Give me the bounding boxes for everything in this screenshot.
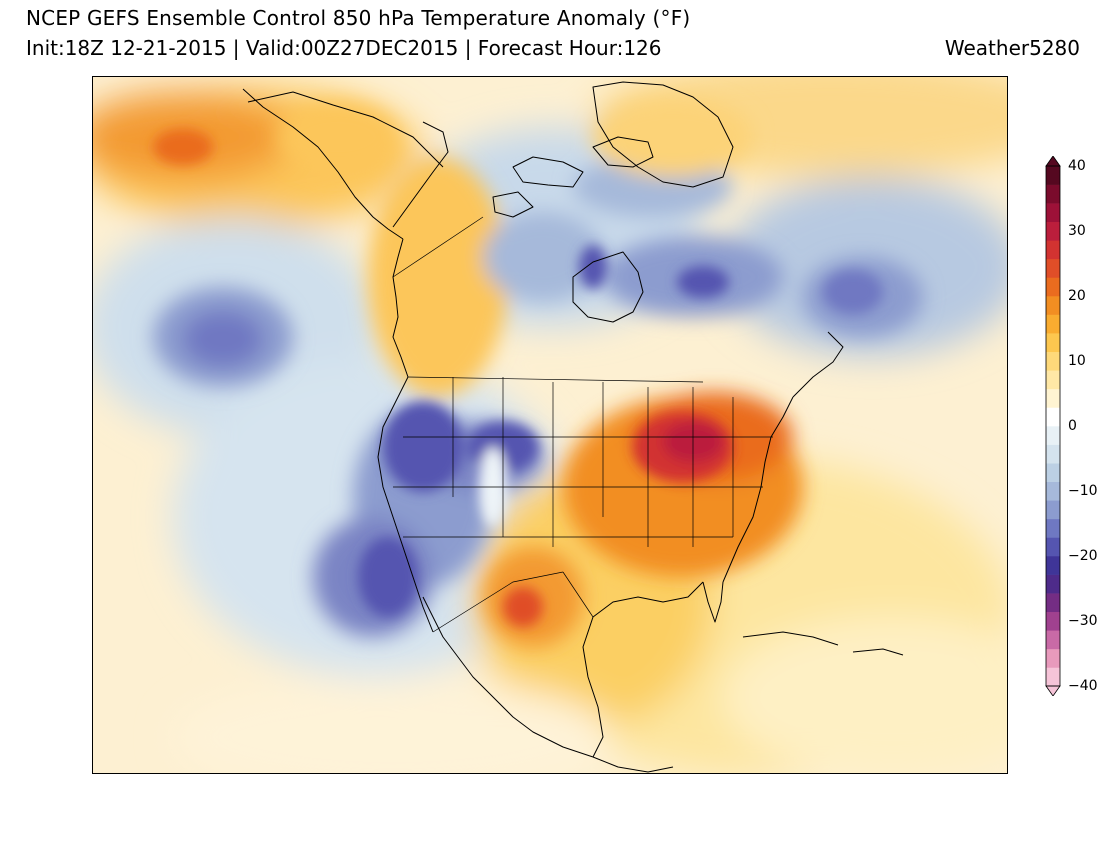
colorbar-swatch	[1046, 574, 1060, 594]
colorbar-swatch	[1046, 166, 1060, 185]
colorbar-tick-label: 40	[1068, 158, 1086, 174]
colorbar-swatch	[1046, 463, 1060, 483]
colorbar-swatch	[1046, 648, 1060, 668]
colorbar-swatch	[1046, 481, 1060, 501]
colorbar-swatch	[1046, 351, 1060, 371]
colorbar-swatch	[1046, 611, 1060, 631]
colorbar-swatch	[1046, 556, 1060, 575]
colorbar-swatch	[1046, 296, 1060, 315]
colorbar-swatch	[1046, 221, 1060, 241]
colorbar-swatch	[1046, 630, 1060, 650]
colorbar-tick-label: 0	[1068, 418, 1077, 434]
anomaly-map	[92, 76, 1008, 774]
chart-subtitle: Init:18Z 12-21-2015 | Valid:00Z27DEC2015…	[26, 36, 662, 60]
political-borders	[392, 216, 773, 633]
colorbar-tick-label: 30	[1068, 223, 1086, 239]
colorbar-frame	[1045, 165, 1061, 687]
colorbar-swatch	[1046, 537, 1060, 557]
map-canvas	[93, 77, 1007, 773]
colorbar-swatch	[1046, 277, 1060, 297]
colorbar-tick-label: 10	[1068, 353, 1086, 369]
colorbar-swatch	[1046, 370, 1060, 390]
colorbar-min-arrow	[1045, 685, 1061, 696]
colorbar-swatch	[1046, 388, 1060, 408]
colorbar-max-arrow	[1045, 156, 1061, 167]
colorbar-swatch	[1046, 333, 1060, 353]
colorbar-tick-label: −10	[1068, 483, 1098, 499]
colorbar-swatch	[1046, 407, 1060, 427]
colorbar-tick-label: 20	[1068, 288, 1086, 304]
colorbar-swatch	[1046, 258, 1060, 278]
colorbar-swatch	[1046, 593, 1060, 613]
colorbar-swatch	[1046, 500, 1060, 520]
colorbar-tick-label: −20	[1068, 548, 1098, 564]
colorbar-swatch	[1046, 426, 1060, 445]
colorbar-swatch	[1046, 314, 1060, 334]
chart-title: NCEP GEFS Ensemble Control 850 hPa Tempe…	[26, 6, 691, 30]
colorbar-swatch	[1046, 667, 1060, 687]
colorbar-tick-label: −30	[1068, 613, 1098, 629]
colorbar-swatch	[1046, 444, 1060, 464]
anomaly-field-core	[153, 129, 883, 627]
colorbar-tick-label: −40	[1068, 678, 1098, 694]
colorbar-swatch	[1046, 518, 1060, 538]
colorbar-swatch	[1046, 203, 1060, 223]
credit-label: Weather5280	[944, 36, 1080, 60]
colorbar-swatch	[1046, 184, 1060, 204]
colorbar	[1045, 156, 1061, 696]
colorbar-swatch	[1046, 240, 1060, 260]
